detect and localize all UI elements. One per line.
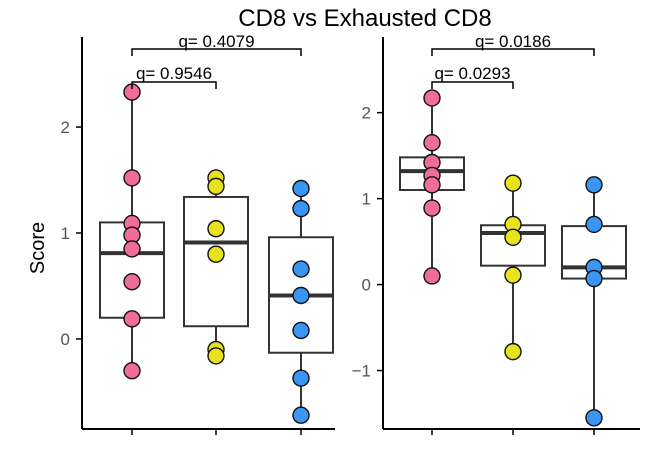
right-group1-point xyxy=(423,176,441,194)
right-y-tick-label: 2 xyxy=(362,104,371,123)
left-group3-point xyxy=(292,179,310,198)
left-group1-point xyxy=(123,362,141,380)
right-group2-point xyxy=(504,342,522,361)
right-group2-point xyxy=(504,266,522,284)
right-comparison-label: q= 0.0293 xyxy=(434,64,510,83)
left-comparison-bracket xyxy=(131,81,217,89)
right-group1-point xyxy=(423,89,441,107)
left-group3-point xyxy=(292,321,310,340)
y-axis-label: Score xyxy=(27,222,49,274)
left-group3-point xyxy=(292,260,310,278)
left-comparison-label: q= 0.4079 xyxy=(178,32,254,51)
right-group1-point xyxy=(423,199,441,217)
left-group1-point xyxy=(123,273,141,291)
left-group2-point xyxy=(207,220,225,238)
left-y-tick-label: 0 xyxy=(61,330,70,349)
right-panel: −1 0 1 2 q= 0.0186 q= 0.0293 xyxy=(352,32,640,435)
right-group2-point xyxy=(504,228,522,246)
right-group3-point xyxy=(585,269,603,288)
left-group3-point xyxy=(292,406,310,424)
right-group1-point xyxy=(423,267,441,285)
right-group3-point xyxy=(585,215,603,234)
left-group3-point xyxy=(292,369,310,387)
left-group2-point xyxy=(207,347,225,365)
right-comparison-bracket xyxy=(431,81,514,89)
right-y-tick-label: 0 xyxy=(362,276,371,295)
left-y-tick-label: 2 xyxy=(61,118,70,137)
left-comparison-label: q= 0.9546 xyxy=(136,64,212,83)
chart-title: CD8 vs Exhausted CD8 xyxy=(238,5,491,32)
right-y-tick-label: 1 xyxy=(362,190,371,209)
right-group3-point xyxy=(585,176,603,194)
right-group1-point xyxy=(423,134,441,152)
right-comparison-bracket xyxy=(431,48,595,56)
left-group2-point xyxy=(207,245,225,263)
left-group1-point xyxy=(123,310,141,328)
left-group2-point xyxy=(207,177,225,196)
right-group3-point xyxy=(585,409,603,427)
left-group3-point xyxy=(292,199,310,218)
left-group1-point xyxy=(123,240,141,258)
right-comparison-label: q= 0.0186 xyxy=(475,32,551,51)
left-group1-point xyxy=(123,169,141,187)
right-group2-point xyxy=(504,174,522,192)
left-group3-point xyxy=(292,286,310,305)
left-y-tick-label: 1 xyxy=(61,224,70,243)
right-y-tick-label: −1 xyxy=(352,362,371,381)
left-panel: 0 1 2 q= 0.4079 q= 0.9546 xyxy=(61,32,335,435)
left-group2-box xyxy=(183,195,249,328)
left-comparison-bracket xyxy=(131,48,302,56)
